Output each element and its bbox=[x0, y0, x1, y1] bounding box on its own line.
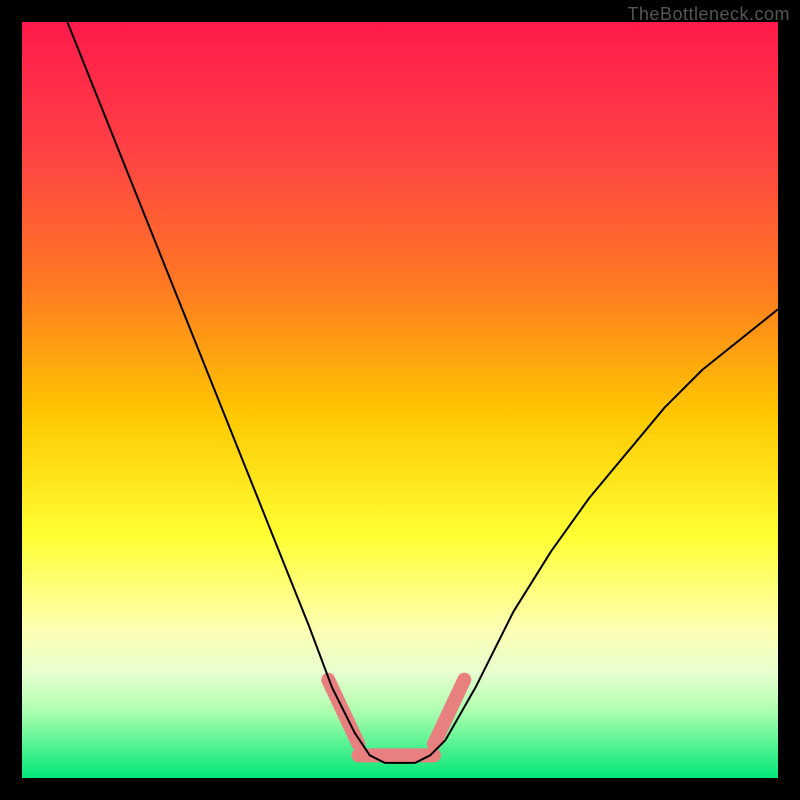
plot-background bbox=[22, 22, 778, 778]
bottleneck-chart bbox=[0, 0, 800, 800]
chart-canvas: TheBottleneck.com bbox=[0, 0, 800, 800]
